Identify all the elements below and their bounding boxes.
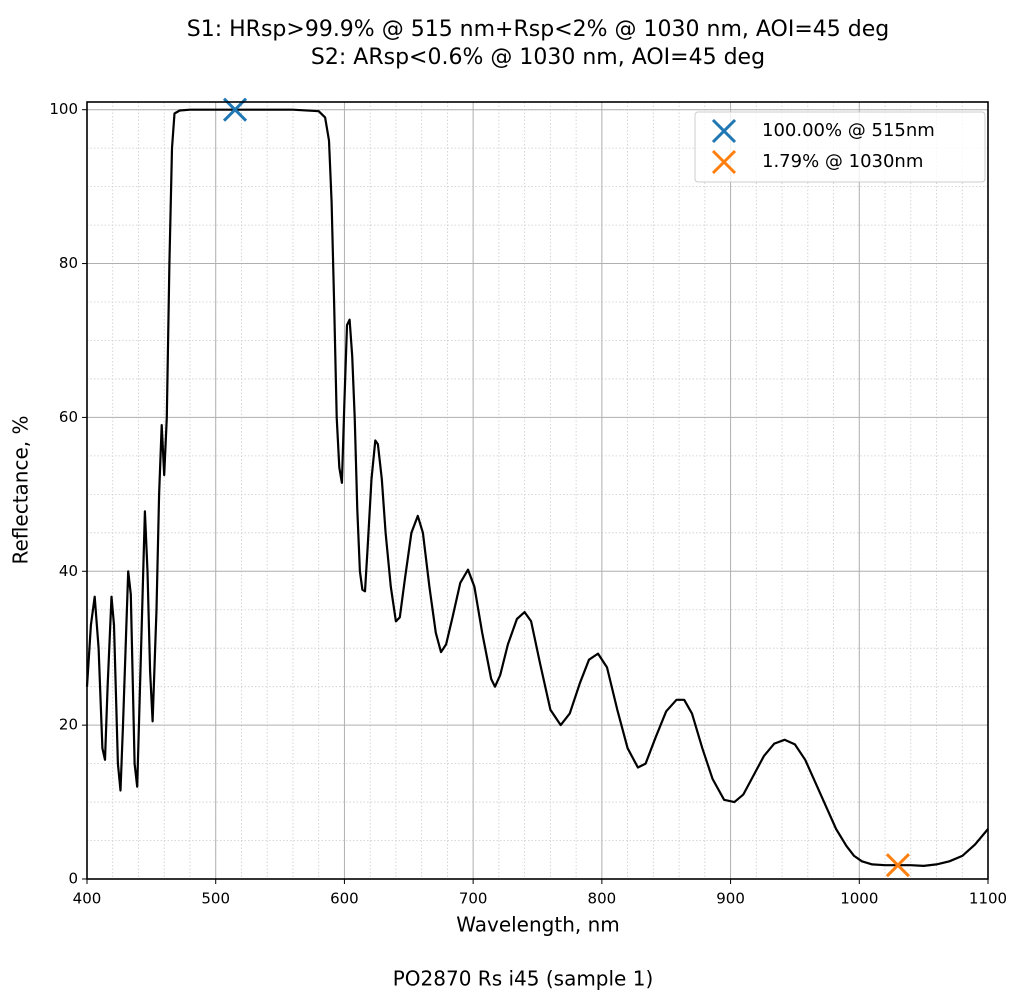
x-tick-label: 900 xyxy=(716,890,745,908)
marker xyxy=(885,853,910,878)
x-tick-label: 400 xyxy=(73,890,102,908)
legend-marker xyxy=(711,118,737,144)
x-tick-label: 600 xyxy=(330,890,359,908)
x-tick-label: 700 xyxy=(459,890,488,908)
y-tick-label: 80 xyxy=(59,254,78,272)
x-tick-label: 1100 xyxy=(969,890,1007,908)
y-tick-label: 20 xyxy=(59,716,78,734)
chart-subtitle: S2: ARsp<0.6% @ 1030 nm, AOI=45 deg xyxy=(311,45,765,70)
reflectance-line xyxy=(85,108,989,867)
legend-label: 100.00% @ 515nm xyxy=(762,120,935,141)
x-axis-label: Wavelength, nm xyxy=(456,913,620,937)
x-tick-label: 1000 xyxy=(840,890,878,908)
chart-title: S1: HRsp>99.9% @ 515 nm+Rsp<2% @ 1030 nm… xyxy=(187,17,889,42)
footer: PO2870 Rs i45 (sample 1) xyxy=(393,967,654,991)
legend-box xyxy=(694,111,986,183)
x-tick-label: 800 xyxy=(588,890,617,908)
plot-frame xyxy=(86,101,989,880)
y-tick-label: 40 xyxy=(59,562,78,580)
x-tick-label: 500 xyxy=(201,890,230,908)
y-tick-label: 60 xyxy=(59,408,78,426)
y-tick-label: 100 xyxy=(49,100,78,118)
y-axis-label: Reflectance, % xyxy=(9,416,33,565)
y-tick-label: 0 xyxy=(68,870,78,888)
legend-label: 1.79% @ 1030nm xyxy=(762,151,923,172)
legend-marker xyxy=(711,149,737,175)
